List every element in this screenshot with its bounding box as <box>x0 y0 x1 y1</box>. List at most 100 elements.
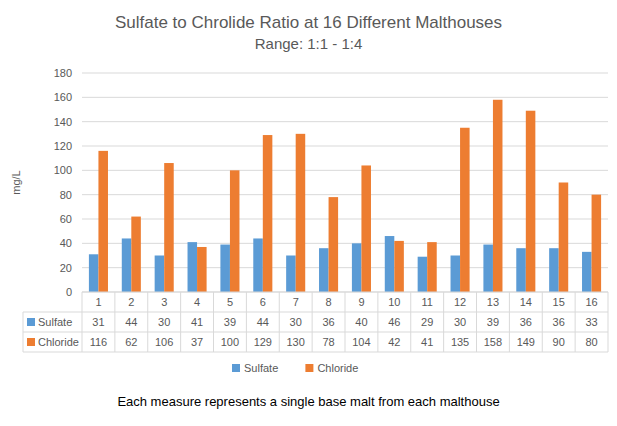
table-value: 31 <box>92 316 104 328</box>
table-value: 29 <box>421 316 433 328</box>
grid-line <box>82 73 608 74</box>
y-tick-label: 160 <box>54 91 72 103</box>
bar <box>352 243 362 292</box>
table-value: 106 <box>155 336 173 348</box>
table-line <box>443 292 444 352</box>
x-tick-label: 12 <box>454 296 466 308</box>
bar <box>263 135 273 292</box>
table-line <box>114 292 115 352</box>
x-tick-label: 3 <box>161 296 167 308</box>
table-value: 104 <box>352 336 370 348</box>
table-value: 158 <box>484 336 502 348</box>
x-tick-label: 1 <box>95 296 101 308</box>
table-value: 33 <box>585 316 597 328</box>
legend-key <box>305 364 313 372</box>
legend-label: Sulfate <box>244 362 278 374</box>
y-tick-label: 100 <box>54 164 72 176</box>
bar <box>592 195 602 292</box>
y-axis-label: mg/L <box>10 170 22 194</box>
table-value: 37 <box>191 336 203 348</box>
table-line <box>377 292 378 352</box>
table-value: 42 <box>388 336 400 348</box>
bar <box>582 252 592 292</box>
table-value: 62 <box>125 336 137 348</box>
subtitle: Range: 1:1 - 1:4 <box>255 35 363 52</box>
table-value: 44 <box>125 316 137 328</box>
chart: Sulfate to Chrolide Ratio at 16 Differen… <box>0 0 617 426</box>
bar <box>230 170 240 292</box>
table-line <box>23 332 608 333</box>
y-tick-label: 60 <box>60 213 72 225</box>
table-line <box>180 292 181 352</box>
bar <box>361 165 371 292</box>
table-row-header: Chloride <box>38 336 79 348</box>
table-line <box>542 292 543 352</box>
x-tick-label: 10 <box>388 296 400 308</box>
grid-line <box>82 97 608 98</box>
bar <box>329 197 339 292</box>
table-value: 129 <box>254 336 272 348</box>
bars <box>89 100 601 292</box>
y-tick-label: 40 <box>60 237 72 249</box>
x-tick-label: 7 <box>293 296 299 308</box>
table-value: 46 <box>388 316 400 328</box>
footnote: Each measure represents a single base ma… <box>117 394 499 409</box>
bar <box>155 256 165 293</box>
x-tick-label: 2 <box>128 296 134 308</box>
bar <box>164 163 174 292</box>
table-value: 39 <box>487 316 499 328</box>
bar <box>253 238 263 292</box>
bar <box>460 128 470 292</box>
x-tick-label: 9 <box>358 296 364 308</box>
table-line <box>279 292 280 352</box>
bar <box>98 151 108 292</box>
table-line <box>23 312 24 352</box>
background <box>0 0 617 426</box>
table-key <box>27 318 35 326</box>
table-value: 30 <box>158 316 170 328</box>
table-value: 80 <box>585 336 597 348</box>
y-tick-label: 20 <box>60 262 72 274</box>
table-line <box>312 292 313 352</box>
bar <box>483 245 493 292</box>
table-line <box>509 292 510 352</box>
table-value: 130 <box>287 336 305 348</box>
bar <box>427 242 437 292</box>
table-value: 44 <box>257 316 269 328</box>
bar <box>197 247 207 292</box>
table-line <box>213 292 214 352</box>
table-value: 40 <box>355 316 367 328</box>
bar <box>516 248 526 292</box>
title: Sulfate to Chrolide Ratio at 16 Differen… <box>115 13 502 32</box>
table-line <box>608 292 609 352</box>
bar <box>122 238 132 292</box>
x-tick-label: 8 <box>326 296 332 308</box>
y-tick-label: 140 <box>54 116 72 128</box>
table-line <box>246 292 247 352</box>
table-value: 36 <box>553 316 565 328</box>
bar <box>319 248 329 292</box>
y-tick-label: 120 <box>54 140 72 152</box>
table-row-header: Sulfate <box>38 316 72 328</box>
bar <box>188 242 198 292</box>
table-value: 41 <box>191 316 203 328</box>
table-value: 90 <box>553 336 565 348</box>
table-key <box>27 338 35 346</box>
bar <box>451 256 461 293</box>
table-value: 41 <box>421 336 433 348</box>
x-tick-label: 14 <box>520 296 532 308</box>
table-line <box>23 312 608 313</box>
x-tick-label: 4 <box>194 296 200 308</box>
bar <box>89 254 99 292</box>
x-tick-label: 6 <box>260 296 266 308</box>
bar <box>526 111 536 292</box>
y-tick-label: 80 <box>60 189 72 201</box>
table-value: 30 <box>454 316 466 328</box>
bar <box>394 241 404 292</box>
x-tick-label: 5 <box>227 296 233 308</box>
bar <box>549 248 559 292</box>
x-tick-label: 13 <box>487 296 499 308</box>
bar <box>131 217 141 292</box>
table-line <box>476 292 477 352</box>
table-line <box>410 292 411 352</box>
